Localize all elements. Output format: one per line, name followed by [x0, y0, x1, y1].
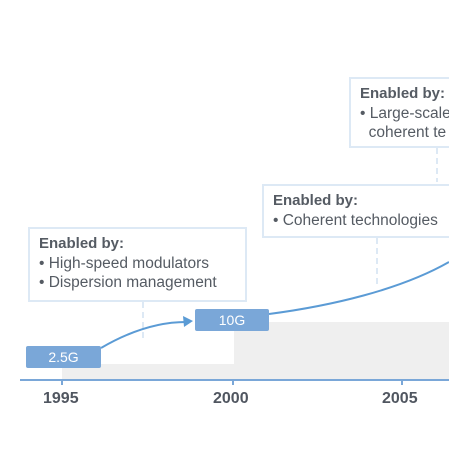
- enabler-item: High-speed modulators: [39, 254, 236, 273]
- enabler-item: coherent te: [368, 124, 447, 141]
- enabler-box-1: Enabled by: High-speed modulators Disper…: [28, 227, 247, 302]
- arrowhead: [183, 316, 193, 327]
- milestone-pill-10g: 10G: [195, 309, 269, 331]
- enabler-item: Coherent technologies: [273, 211, 449, 230]
- year-label-2000: 2000: [213, 390, 249, 407]
- enabler-item: Large-scale: [360, 104, 449, 123]
- enabler-title: Enabled by:: [360, 85, 446, 102]
- curve-segment-1: [100, 321, 187, 349]
- milestone-pill-2.5g: 2.5G: [26, 346, 101, 368]
- year-label-1995: 1995: [43, 390, 79, 407]
- enabler-item: Dispersion management: [39, 273, 236, 292]
- enabler-title: Enabled by:: [273, 192, 359, 209]
- year-label-2005: 2005: [382, 390, 418, 407]
- curve-segment-2: [268, 261, 449, 315]
- enabler-title: Enabled by:: [39, 235, 125, 252]
- band-2000: [234, 322, 449, 380]
- enabler-box-2: Enabled by: Coherent technologies: [262, 184, 449, 238]
- enabler-box-3: Enabled by: Large-scale coherent te: [349, 77, 449, 148]
- band-1995: [62, 364, 234, 380]
